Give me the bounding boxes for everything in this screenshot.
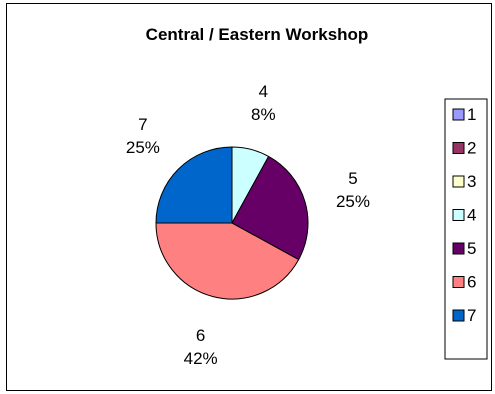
pie-chart: Central / Eastern Workshop 4 8% 5 25% 6 42% 7 2… bbox=[126, 25, 488, 368]
chart-title: Central / Eastern Workshop bbox=[146, 25, 369, 44]
legend: 1 2 3 4 5 6 7 bbox=[444, 98, 488, 360]
pie-slice-6 bbox=[155, 222, 300, 300]
legend-label-2: 2 bbox=[467, 139, 476, 158]
pie-slices bbox=[155, 146, 309, 300]
legend-swatch-4 bbox=[452, 209, 465, 221]
legend-swatch-2 bbox=[452, 142, 465, 154]
slice-label-percent-4: 8% bbox=[251, 105, 276, 124]
chart-area: Central / Eastern Workshop 4 8% 5 25% 6 42% 7 2… bbox=[6, 3, 492, 391]
legend-label-7: 7 bbox=[467, 306, 476, 325]
slice-label-category-7: 7 bbox=[138, 115, 147, 134]
legend-swatch-1 bbox=[452, 108, 465, 121]
legend-label-3: 3 bbox=[467, 172, 476, 191]
pie-slice-7 bbox=[155, 146, 233, 224]
slice-labels: 4 8% 5 25% 6 42% 7 25% bbox=[126, 82, 370, 368]
legend-swatch-7 bbox=[452, 309, 465, 322]
slice-label-percent-7: 25% bbox=[126, 138, 160, 157]
legend-swatch-5 bbox=[452, 242, 465, 255]
legend-label-6: 6 bbox=[467, 273, 476, 292]
legend-box bbox=[444, 98, 488, 360]
legend-label-5: 5 bbox=[467, 239, 476, 258]
pie-slice-5 bbox=[231, 155, 309, 261]
slice-label-category-4: 4 bbox=[259, 82, 268, 101]
slice-label-percent-6: 42% bbox=[184, 349, 218, 368]
legend-swatch-3 bbox=[452, 175, 465, 188]
slice-label-category-6: 6 bbox=[196, 326, 205, 345]
legend-label-1: 1 bbox=[467, 105, 476, 124]
legend-label-4: 4 bbox=[467, 206, 476, 225]
slice-label-category-5: 5 bbox=[348, 169, 357, 188]
slice-label-percent-5: 25% bbox=[336, 192, 370, 211]
legend-swatch-6 bbox=[452, 276, 465, 288]
